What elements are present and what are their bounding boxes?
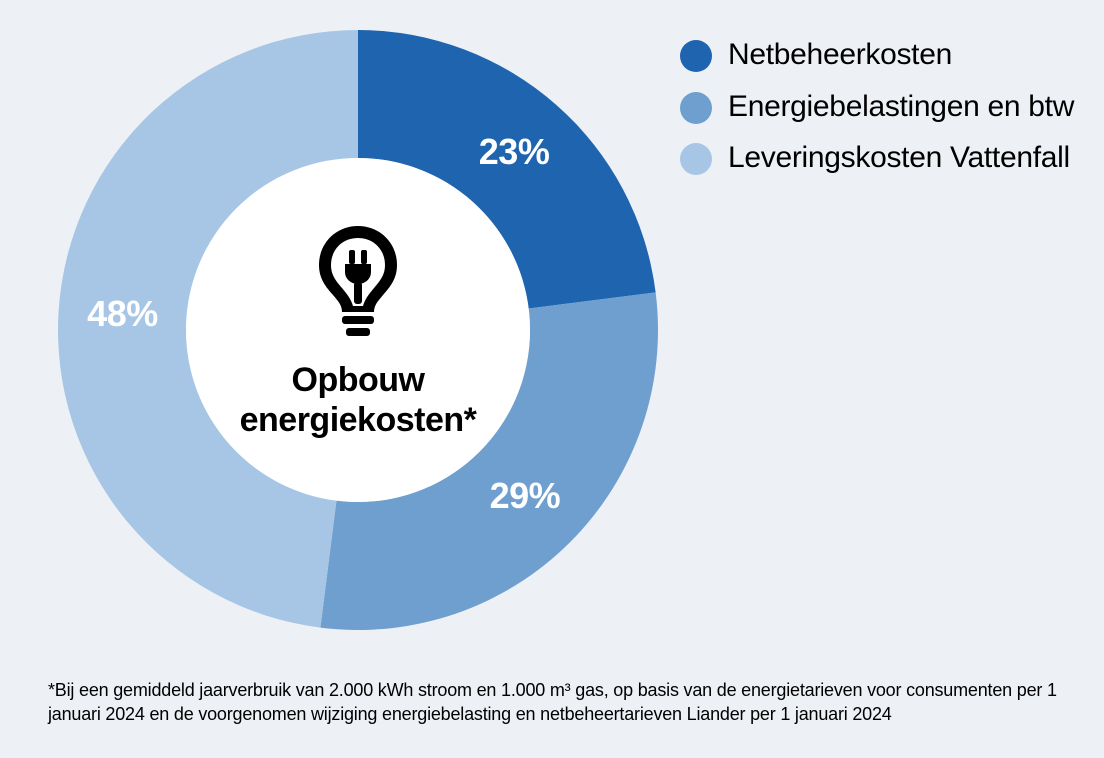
donut-chart [48, 20, 668, 640]
legend-item-1: Energiebelastingen en btw [680, 88, 1080, 126]
page-root: 23%29%48% Opbouw energiekos [0, 0, 1104, 758]
legend-dot-1 [680, 92, 712, 124]
legend-item-0: Netbeheerkosten [680, 36, 1080, 74]
legend-item-2: Leveringskosten Vattenfall [680, 139, 1080, 177]
legend-label-2: Leveringskosten Vattenfall [728, 139, 1070, 177]
donut-hole [186, 158, 530, 502]
legend-label-0: Netbeheerkosten [728, 36, 952, 74]
legend: Netbeheerkosten Energiebelastingen en btw… [680, 36, 1080, 191]
legend-label-1: Energiebelastingen en btw [728, 88, 1074, 126]
footnote: *Bij een gemiddeld jaarverbruik van 2.00… [48, 678, 1064, 727]
donut-svg [48, 20, 668, 640]
legend-dot-0 [680, 40, 712, 72]
legend-dot-2 [680, 143, 712, 175]
